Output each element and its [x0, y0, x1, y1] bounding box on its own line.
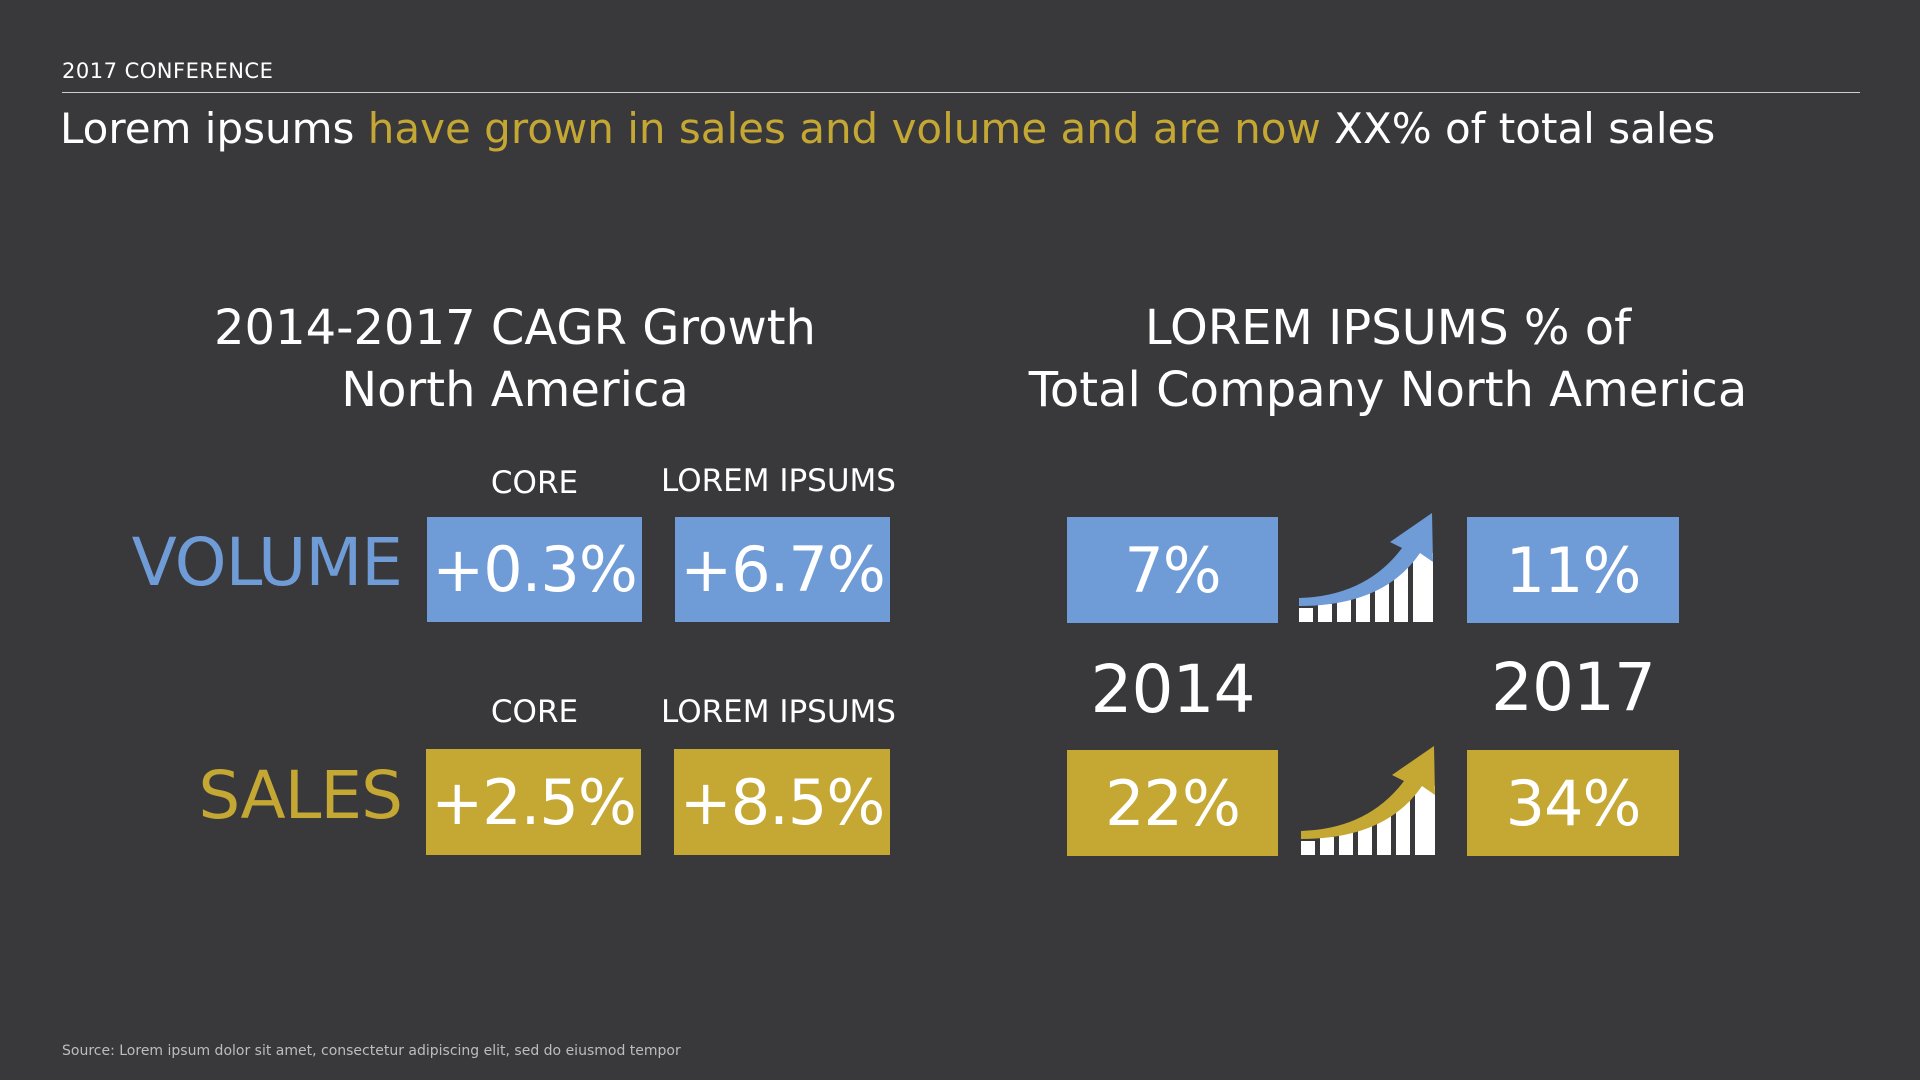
sales-row-label: SALES	[198, 757, 403, 834]
header-divider	[62, 92, 1860, 93]
conference-label: 2017 CONFERENCE	[62, 59, 274, 83]
volume-lorem-column-label: LOREM IPSUMS	[661, 463, 896, 499]
year-end-label: 2017	[1491, 649, 1656, 726]
volume-row-label: VOLUME	[131, 524, 403, 601]
headline-part-2-highlight: have grown in sales and volume and are n…	[367, 104, 1335, 153]
volume-share-2017-tile: 11%	[1467, 517, 1679, 623]
volume-share-2014-tile: 7%	[1067, 517, 1278, 623]
sales-share-2014-tile: 22%	[1067, 750, 1278, 856]
sales-lorem-column-label: LOREM IPSUMS	[661, 694, 896, 730]
cagr-title-line-1: 2014-2017 CAGR Growth	[214, 300, 816, 356]
headline-part-3: XX% of total sales	[1334, 104, 1716, 153]
growth-chart-arrow-icon	[1298, 743, 1443, 858]
sales-lorem-tile: +8.5%	[674, 749, 890, 855]
cagr-title-line-2: North America	[341, 362, 689, 418]
growth-chart-arrow-icon	[1296, 510, 1441, 625]
share-section-title: LOREM IPSUMS % of Total Company North Am…	[988, 297, 1788, 421]
share-title-line-1: LOREM IPSUMS % of	[1144, 300, 1632, 356]
slide-headline: Lorem ipsums have grown in sales and vol…	[60, 104, 1715, 153]
sales-core-column-label: CORE	[490, 694, 579, 730]
headline-part-1: Lorem ipsums	[60, 104, 368, 153]
sales-core-tile: +2.5%	[426, 749, 641, 855]
cagr-section-title: 2014-2017 CAGR Growth North America	[165, 297, 865, 421]
share-title-line-2: Total Company North America	[1028, 362, 1748, 418]
volume-lorem-tile: +6.7%	[675, 517, 890, 622]
volume-core-tile: +0.3%	[427, 517, 642, 622]
volume-core-column-label: CORE	[490, 465, 579, 501]
year-start-label: 2014	[1090, 651, 1256, 728]
source-footnote: Source: Lorem ipsum dolor sit amet, cons…	[62, 1043, 681, 1059]
sales-share-2017-tile: 34%	[1467, 750, 1679, 856]
